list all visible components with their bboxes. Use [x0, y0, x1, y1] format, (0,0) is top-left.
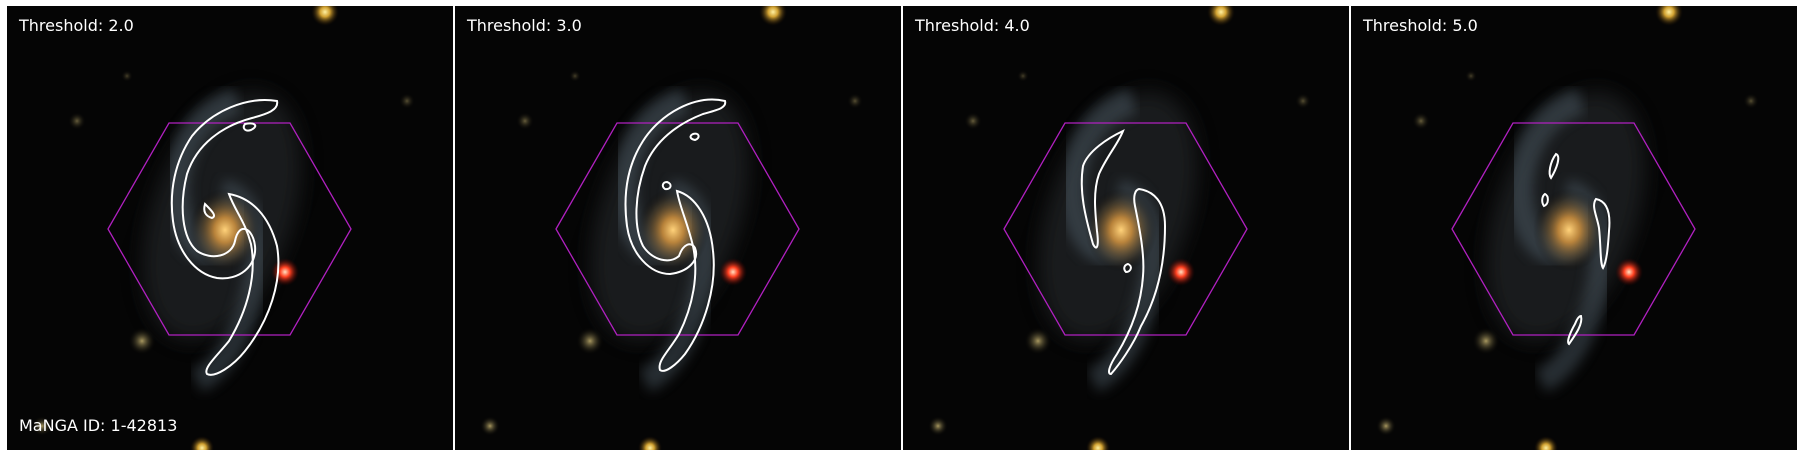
threshold-panel-3: Threshold: 4.0 — [903, 6, 1349, 450]
contour-group-3 — [1080, 129, 1167, 376]
galaxy-image-3 — [903, 6, 1349, 450]
threshold-label-2: Threshold: 3.0 — [467, 16, 582, 35]
galaxy-image-2 — [455, 6, 901, 450]
threshold-panel-1: Threshold: 2.0 MaNGA ID: 1-42813 — [7, 6, 453, 450]
threshold-label-4: Threshold: 5.0 — [1363, 16, 1478, 35]
threshold-panel-2: Threshold: 3.0 — [455, 6, 901, 450]
galaxy-image-4 — [1351, 6, 1797, 450]
manga-id-label: MaNGA ID: 1-42813 — [19, 416, 178, 435]
threshold-panel-4: Threshold: 5.0 — [1351, 6, 1797, 450]
contour-group-2 — [624, 98, 727, 372]
threshold-label-1: Threshold: 2.0 — [19, 16, 134, 35]
galaxy-image-1 — [7, 6, 453, 450]
threshold-label-3: Threshold: 4.0 — [915, 16, 1030, 35]
contour-group-4 — [1541, 152, 1611, 346]
contour-group-1 — [170, 99, 280, 376]
